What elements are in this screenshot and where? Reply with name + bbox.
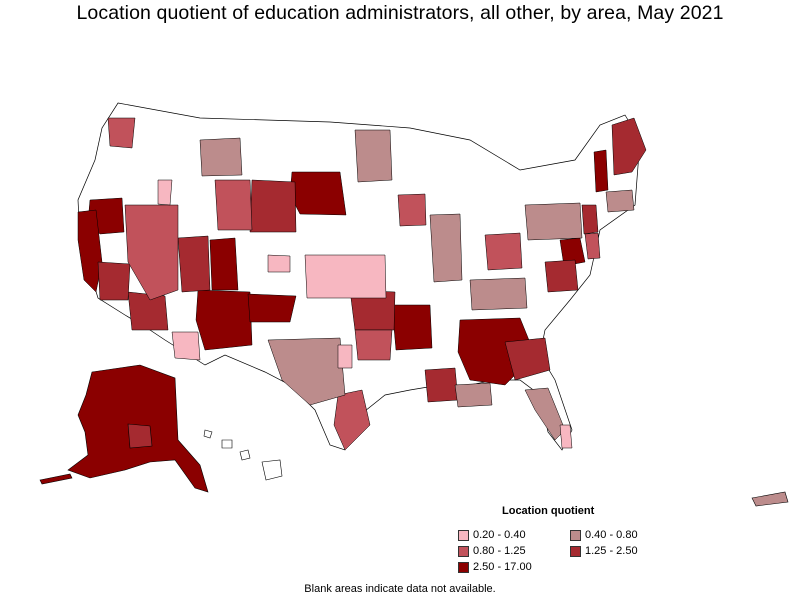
legend-swatch [458, 561, 469, 573]
region-arizona-southeast [171, 331, 201, 361]
legend-label: 0.40 - 0.80 [585, 529, 638, 541]
region-california-central [97, 261, 131, 301]
region-vermont [593, 149, 609, 193]
region-aleutians [39, 473, 73, 485]
region-florida-southeast [559, 424, 573, 449]
region-florida [524, 387, 566, 441]
region-new-mexico-north [195, 289, 253, 351]
region-mississippi [337, 344, 353, 369]
legend-item-0-40-0-80: 0.40 - 0.80 [570, 529, 638, 541]
region-maine [611, 117, 647, 176]
region-northern-california [77, 209, 103, 293]
legend-swatch [458, 529, 469, 541]
region-oklahoma-east [354, 329, 393, 361]
legend-swatch [570, 545, 581, 557]
region-kentucky [469, 277, 528, 311]
region-ohio [484, 232, 523, 271]
legend-item-0-20-0-40: 0.20 - 0.40 [458, 529, 526, 541]
region-illinois [429, 213, 463, 283]
legend-item-0-80-1-25: 0.80 - 1.25 [458, 545, 526, 557]
legend-label: 0.80 - 1.25 [473, 545, 526, 557]
legend-title: Location quotient [502, 505, 595, 517]
region-massachusetts [605, 189, 635, 213]
region-arkansas [391, 304, 433, 351]
region-new-jersey [584, 232, 601, 260]
region-kansas [304, 254, 387, 299]
region-colorado-east [214, 179, 253, 231]
region-pennsylvania [524, 202, 583, 241]
alaska [39, 364, 209, 493]
map-title: Location quotient of education administr… [76, 2, 724, 24]
region-alabama [454, 382, 493, 408]
region-idaho-north [157, 179, 173, 206]
region-colorado-west [209, 237, 239, 291]
region-louisiana [424, 367, 459, 403]
hawaii-island-2 [221, 439, 233, 449]
region-utah-east [177, 235, 211, 293]
legend-item-1-25-2-50: 1.25 - 2.50 [570, 545, 638, 557]
region-new-york-east [581, 204, 599, 235]
region-arizona-south [127, 291, 169, 331]
legend-swatch [570, 529, 581, 541]
region-maryland [559, 237, 586, 267]
legend-label: 0.20 - 0.40 [473, 529, 526, 541]
region-south-carolina [504, 337, 551, 381]
legend-swatch [458, 545, 469, 557]
region-alaska-south [127, 423, 153, 449]
region-oklahoma-panhandle [247, 293, 297, 323]
region-washington-east [107, 117, 136, 149]
region-texas-west [267, 337, 346, 406]
legend-label: 1.25 - 2.50 [585, 545, 638, 557]
region-colorado-south [267, 254, 291, 273]
legend-item-2-50-17-00: 2.50 - 17.00 [458, 561, 532, 573]
region-montana-central [199, 137, 243, 177]
region-puerto-rico [751, 491, 789, 507]
region-north-dakota-west [289, 171, 347, 216]
hawaii-island-4 [261, 459, 283, 481]
legend-label: 2.50 - 17.00 [473, 561, 532, 573]
puerto-rico [751, 491, 789, 507]
hawaii-island-1 [203, 429, 213, 439]
hawaii [203, 429, 283, 481]
region-wyoming [249, 179, 297, 233]
region-iowa-central [397, 193, 427, 227]
region-layer [77, 117, 647, 451]
footnote: Blank areas indicate data not available. [304, 583, 496, 595]
region-virginia [544, 259, 579, 293]
region-minnesota [354, 129, 393, 183]
region-texas-coast [333, 389, 371, 451]
hawaii-island-3 [239, 449, 251, 461]
